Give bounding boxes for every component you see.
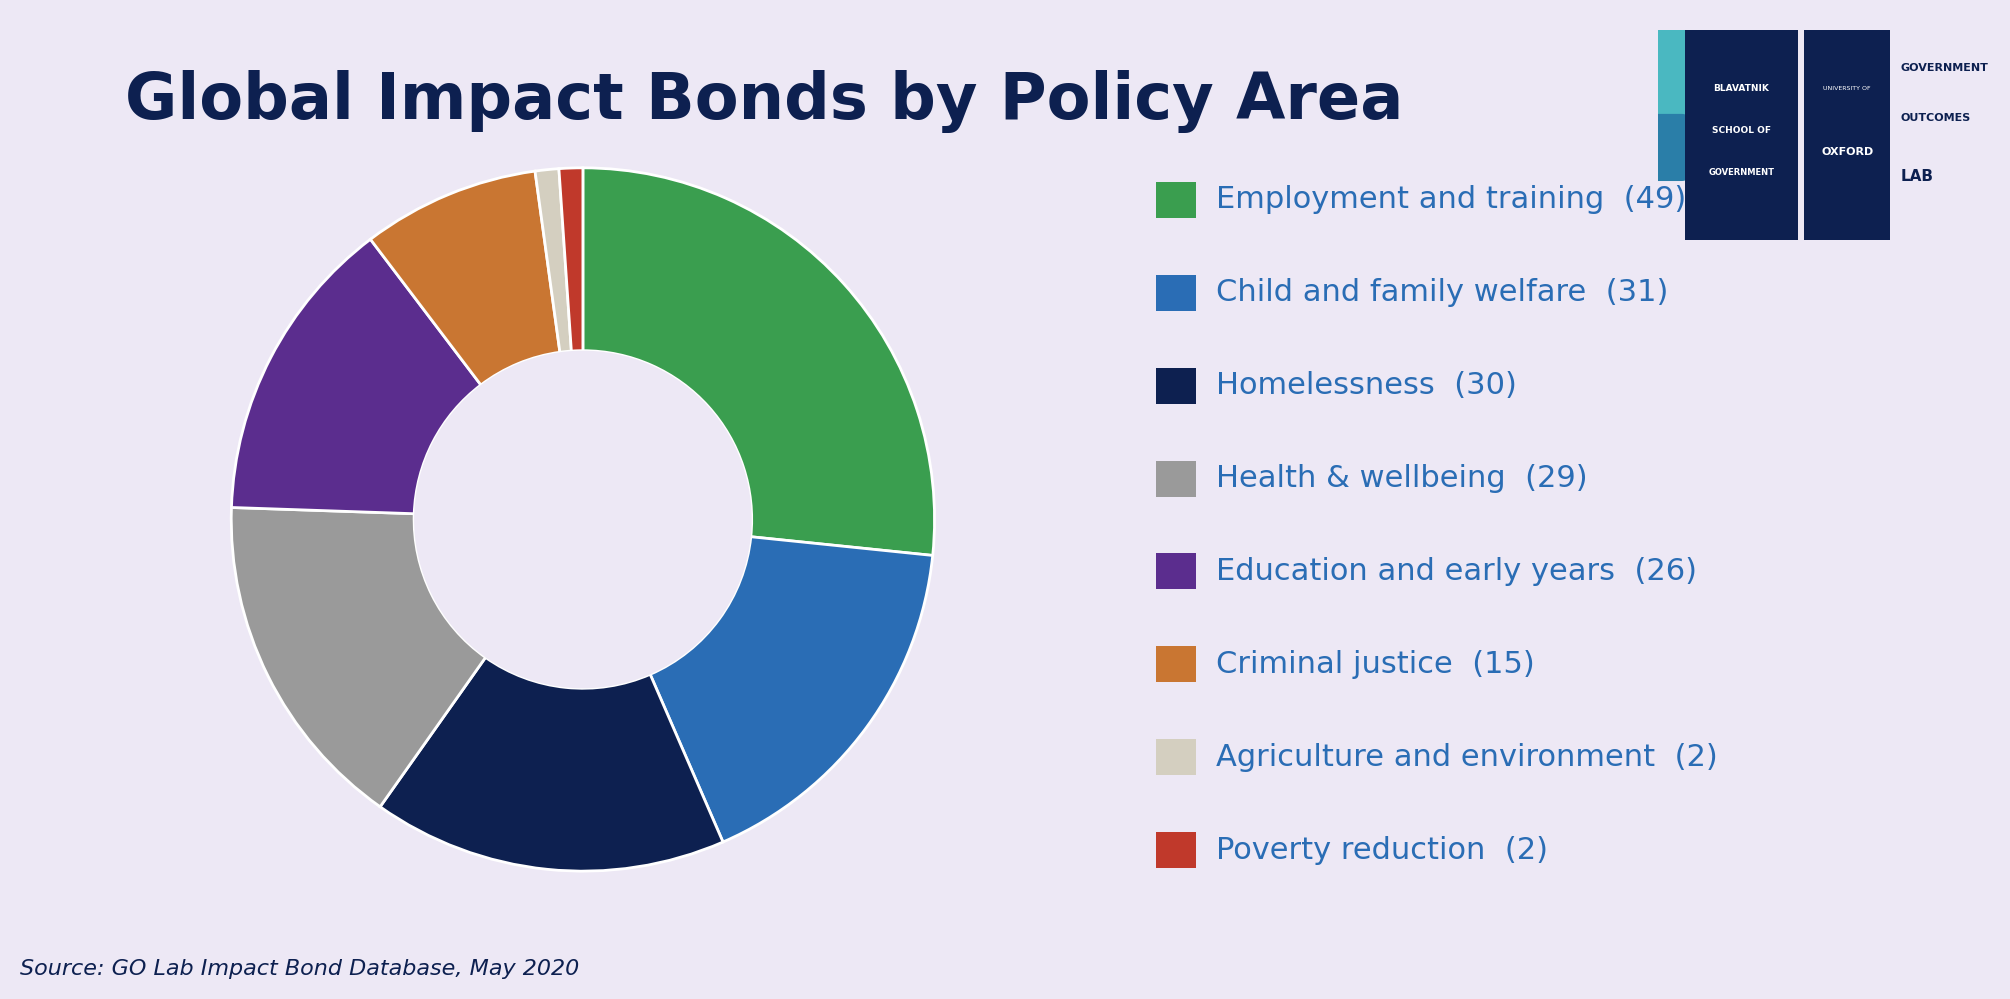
FancyBboxPatch shape [1156,553,1196,589]
FancyBboxPatch shape [1156,368,1196,404]
Wedge shape [559,168,583,351]
Circle shape [414,351,752,688]
FancyBboxPatch shape [1156,275,1196,311]
Wedge shape [583,168,935,555]
Text: LAB: LAB [1899,169,1934,185]
FancyBboxPatch shape [1156,461,1196,497]
Wedge shape [535,169,571,353]
Text: Child and family welfare  (31): Child and family welfare (31) [1216,278,1668,308]
FancyBboxPatch shape [1156,739,1196,775]
Wedge shape [231,507,486,807]
FancyBboxPatch shape [1642,114,1688,181]
FancyBboxPatch shape [1684,30,1797,240]
Text: Employment and training  (49): Employment and training (49) [1216,185,1686,215]
Text: Poverty reduction  (2): Poverty reduction (2) [1216,835,1548,865]
Wedge shape [380,657,724,871]
Wedge shape [231,240,480,513]
FancyBboxPatch shape [1156,646,1196,682]
Text: Health & wellbeing  (29): Health & wellbeing (29) [1216,464,1588,494]
FancyBboxPatch shape [1156,832,1196,868]
Text: Education and early years  (26): Education and early years (26) [1216,556,1696,586]
Text: GOVERNMENT: GOVERNMENT [1708,168,1775,177]
FancyBboxPatch shape [1156,182,1196,218]
Text: GOVERNMENT: GOVERNMENT [1899,63,1988,73]
Wedge shape [370,171,561,385]
Text: UNIVERSITY OF: UNIVERSITY OF [1823,86,1871,91]
Text: Agriculture and environment  (2): Agriculture and environment (2) [1216,742,1719,772]
Text: OXFORD: OXFORD [1821,147,1873,157]
Text: Homelessness  (30): Homelessness (30) [1216,371,1518,401]
Text: Global Impact Bonds by Policy Area: Global Impact Bonds by Policy Area [125,70,1403,133]
FancyBboxPatch shape [1805,30,1889,240]
Text: BLAVATNIK: BLAVATNIK [1713,84,1769,93]
Text: OUTCOMES: OUTCOMES [1899,113,1970,123]
Text: Criminal justice  (15): Criminal justice (15) [1216,649,1536,679]
Text: SCHOOL OF: SCHOOL OF [1713,126,1771,135]
FancyBboxPatch shape [1642,15,1688,129]
Text: Source: GO Lab Impact Bond Database, May 2020: Source: GO Lab Impact Bond Database, May… [20,959,579,979]
Wedge shape [649,536,933,842]
